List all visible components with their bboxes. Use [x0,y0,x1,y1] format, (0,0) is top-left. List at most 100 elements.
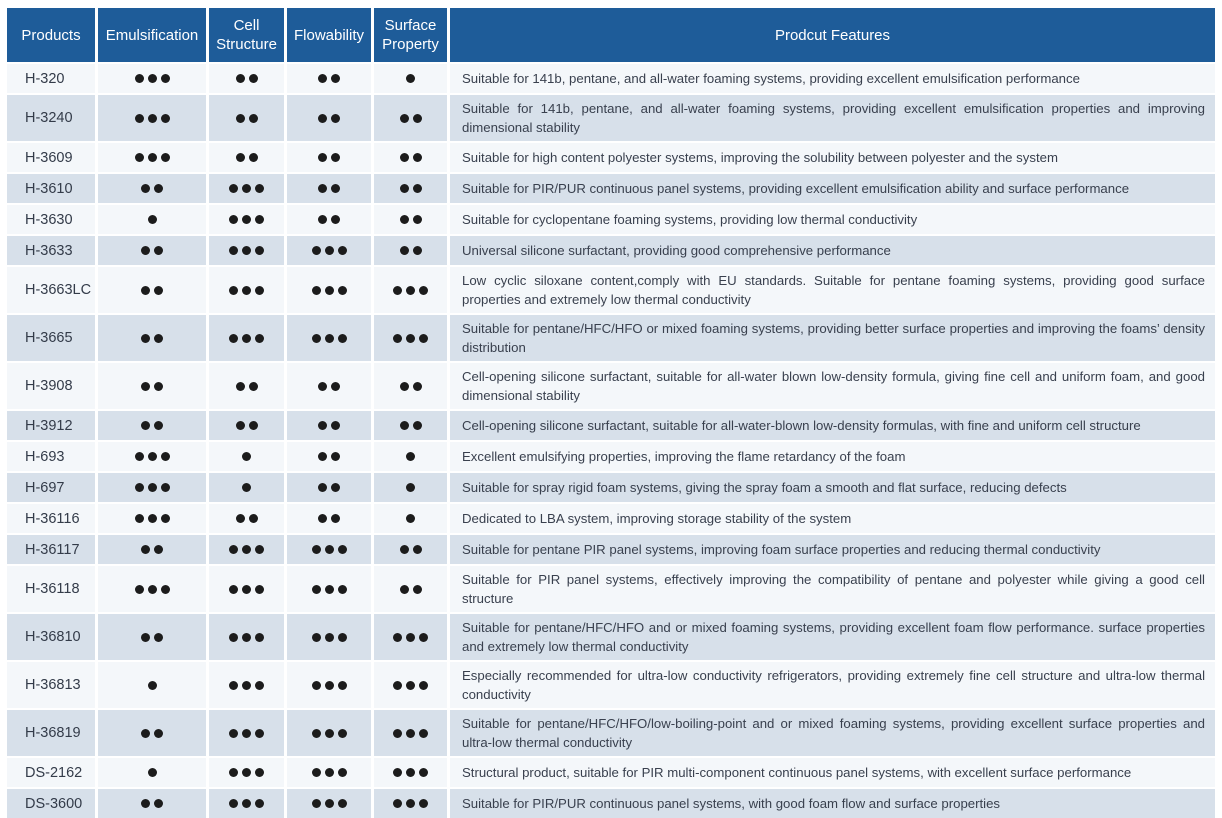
rating-dot [406,285,415,295]
rating-dot [255,728,264,738]
surface-property-rating [374,535,447,564]
rating-dot [141,381,150,391]
flowability-rating [287,442,371,471]
header-flowability: Flowability [287,8,371,62]
cell-structure-rating [209,205,284,234]
rating-dot [399,246,409,255]
rating-dot [311,632,321,642]
surface-property-rating [374,566,447,612]
rating-dot [393,285,402,295]
rating-dot [331,184,340,193]
product-cell: H-36117 [7,535,95,564]
flowability-rating [287,174,371,203]
rating-dot [147,680,157,690]
rating-dot [399,153,409,162]
features-cell: Suitable for 141b, pentane, and all-wate… [450,95,1215,141]
rating-dot [331,452,340,461]
rating-dot [419,632,428,642]
features-cell: Suitable for PIR panel systems, effectiv… [450,566,1215,612]
rating-dot [134,514,144,523]
features-cell: Especially recommended for ultra-low con… [450,662,1215,708]
rating-dot [147,74,157,83]
rating-dot [406,768,415,777]
emulsification-rating [98,315,206,361]
rating-dot [412,584,422,594]
rating-dot [331,381,340,391]
rating-dot [318,483,327,492]
cell-structure-rating [209,236,284,265]
rating-dot [229,680,238,690]
rating-dot [412,153,422,162]
surface-property-rating [374,205,447,234]
rating-dot [337,632,347,642]
rating-dot [324,545,334,554]
rating-dot [406,632,415,642]
rating-dot [412,246,422,255]
rating-dot [248,514,258,523]
emulsification-rating [98,535,206,564]
rating-dot [160,74,170,83]
rating-dot [337,246,347,255]
surface-property-rating [374,442,447,471]
rating-dot [255,680,264,690]
flowability-rating [287,504,371,533]
rating-dot [311,246,321,255]
rating-dot [141,545,150,554]
rating-dot [242,285,251,295]
rating-dot [331,421,340,430]
rating-dot [235,421,245,430]
rating-dot [154,333,163,343]
rating-dot [393,680,402,690]
rating-dot [337,584,347,594]
rating-dot [229,333,238,343]
surface-property-rating [374,267,447,313]
rating-dot [318,421,327,430]
surface-property-rating [374,473,447,502]
rating-dot [141,632,150,642]
features-cell: Structural product, suitable for PIR mul… [450,758,1215,787]
features-text: Low cyclic siloxane content,comply with … [462,273,1205,307]
cell-structure-rating [209,535,284,564]
flowability-rating [287,710,371,756]
rating-dot [134,113,144,123]
product-cell: H-3633 [7,236,95,265]
table-row: H-3610 Suitable for PIR/PUR continuous p… [7,174,1215,203]
emulsification-rating [98,789,206,818]
emulsification-rating [98,64,206,93]
features-cell: Suitable for pentane/HFC/HFO/low-boiling… [450,710,1215,756]
product-features-table: Products Emulsification Cell Structure F… [7,8,1215,818]
rating-dot [160,514,170,523]
features-cell: Suitable for PIR/PUR continuous panel sy… [450,789,1215,818]
rating-dot [331,74,340,83]
surface-property-rating [374,95,447,141]
rating-dot [242,215,251,224]
table-row: H-3240 Suitable for 141b, pentane, and a… [7,95,1215,141]
features-cell: Cell-opening silicone surfactant, suitab… [450,363,1215,409]
surface-property-rating [374,174,447,203]
rating-dot [331,113,340,123]
rating-dot [229,246,238,255]
product-cell: H-693 [7,442,95,471]
cell-structure-rating [209,363,284,409]
cell-structure-rating [209,504,284,533]
rating-dot [399,184,409,193]
rating-dot [412,545,422,554]
header-products: Products [7,8,95,62]
rating-dot [311,584,321,594]
flowability-rating [287,473,371,502]
rating-dot [399,215,409,224]
emulsification-rating [98,363,206,409]
rating-dot [399,584,409,594]
rating-dot [311,333,321,343]
surface-property-rating [374,64,447,93]
surface-property-rating [374,363,447,409]
rating-dot [324,768,334,777]
rating-dot [337,799,347,808]
features-text: Universal silicone surfactant, providing… [462,243,891,258]
features-cell: Suitable for pentane/HFC/HFO or mixed fo… [450,315,1215,361]
rating-dot [147,483,157,492]
emulsification-rating [98,473,206,502]
rating-dot [141,246,150,255]
rating-dot [242,483,251,492]
rating-dot [242,799,251,808]
